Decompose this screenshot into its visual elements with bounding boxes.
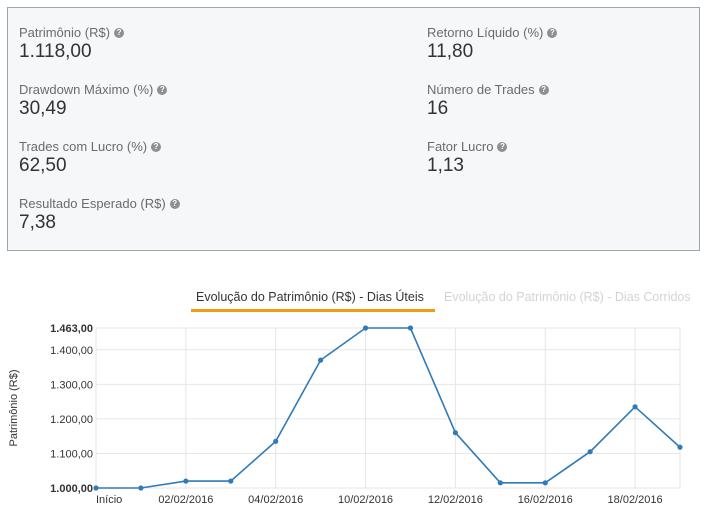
stat-value: 30,49 [19, 98, 67, 119]
data-point [587, 449, 593, 455]
data-point [407, 325, 414, 331]
stat-retorno-liquido: Retorno Líquido (%)? 11,80 [427, 25, 558, 63]
x-tick-label: 18/02/2016 [608, 494, 663, 506]
stat-label: Patrimônio (R$) [19, 25, 111, 40]
y-tick-label: 1.000,00 [50, 483, 93, 495]
help-icon[interactable]: ? [114, 27, 125, 38]
stat-label: Trades com Lucro (%) [19, 139, 148, 154]
active-tab-indicator [191, 309, 435, 312]
data-point [362, 325, 369, 331]
y-tick-label: 1.400,00 [50, 345, 93, 357]
y-tick-label: 1.463,00 [50, 323, 93, 335]
data-point [452, 430, 458, 436]
data-point [273, 438, 279, 444]
stat-numero-de-trades: Número de Trades? 16 [427, 82, 549, 120]
x-tick-label: 12/02/2016 [428, 494, 483, 506]
stat-label: Drawdown Máximo (%) [19, 82, 154, 97]
data-point [138, 485, 144, 491]
tab-dias-corridos[interactable]: Evolução do Patrimônio (R$) - Dias Corri… [444, 290, 691, 304]
data-point [542, 480, 548, 486]
equity-line-chart: 1.463,00 1.400,00 1.300,00 1.200,00 1.100,00… [8, 323, 683, 506]
stat-label: Número de Trades [427, 82, 535, 97]
stat-fator-lucro: Fator Lucro? 1,13 [427, 139, 508, 177]
data-point [497, 480, 503, 486]
help-icon[interactable]: ? [157, 84, 168, 95]
data-point [632, 404, 638, 410]
help-icon[interactable]: ? [169, 198, 180, 209]
x-tick-label: 10/02/2016 [338, 494, 393, 506]
stat-label: Fator Lucro [427, 139, 494, 154]
y-tick-label: 1.300,00 [50, 379, 93, 391]
help-icon[interactable]: ? [151, 141, 162, 152]
stat-label: Retorno Líquido (%) [427, 25, 544, 40]
stats-panel: Patrimônio (R$)? 1.118,00 Retorno Líquid… [7, 7, 700, 251]
stat-value: 1.118,00 [19, 41, 92, 62]
series-line [96, 327, 681, 489]
stat-resultado-esperado: Resultado Esperado (R$)? 7,38 [19, 196, 180, 234]
help-icon[interactable]: ? [538, 84, 549, 95]
data-point [318, 357, 324, 363]
stat-label: Resultado Esperado (R$) [19, 196, 166, 211]
chart-tabs: Evolução do Patrimônio (R$) - Dias Úteis… [0, 290, 708, 314]
stat-drawdown-maximo: Drawdown Máximo (%)? 30,49 [19, 82, 168, 120]
stat-value: 11,80 [427, 41, 474, 62]
help-icon[interactable]: ? [547, 27, 558, 38]
x-tick-label: Início [96, 494, 122, 506]
tab-dias-uteis[interactable]: Evolução do Patrimônio (R$) - Dias Úteis [196, 290, 424, 304]
stat-value: 62,50 [19, 155, 67, 176]
y-tick-label: 1.100,00 [50, 448, 93, 460]
x-tick-label: 16/02/2016 [518, 494, 573, 506]
y-tick-label: 1.200,00 [50, 414, 93, 426]
stat-trades-com-lucro: Trades com Lucro (%)? 62,50 [19, 139, 162, 177]
help-icon[interactable]: ? [497, 141, 508, 152]
data-point [228, 478, 234, 484]
data-point [677, 444, 683, 450]
stat-value: 1,13 [427, 155, 464, 176]
data-point [93, 485, 99, 491]
stat-value: 16 [427, 98, 449, 119]
stat-patrimonio: Patrimônio (R$)? 1.118,00 [19, 25, 125, 63]
x-tick-label: 02/02/2016 [158, 494, 213, 506]
stat-value: 7,38 [19, 212, 56, 233]
x-tick-label: 04/02/2016 [248, 494, 303, 506]
data-point [183, 478, 189, 484]
y-axis-label: Patrimônio (R$) [8, 369, 20, 446]
